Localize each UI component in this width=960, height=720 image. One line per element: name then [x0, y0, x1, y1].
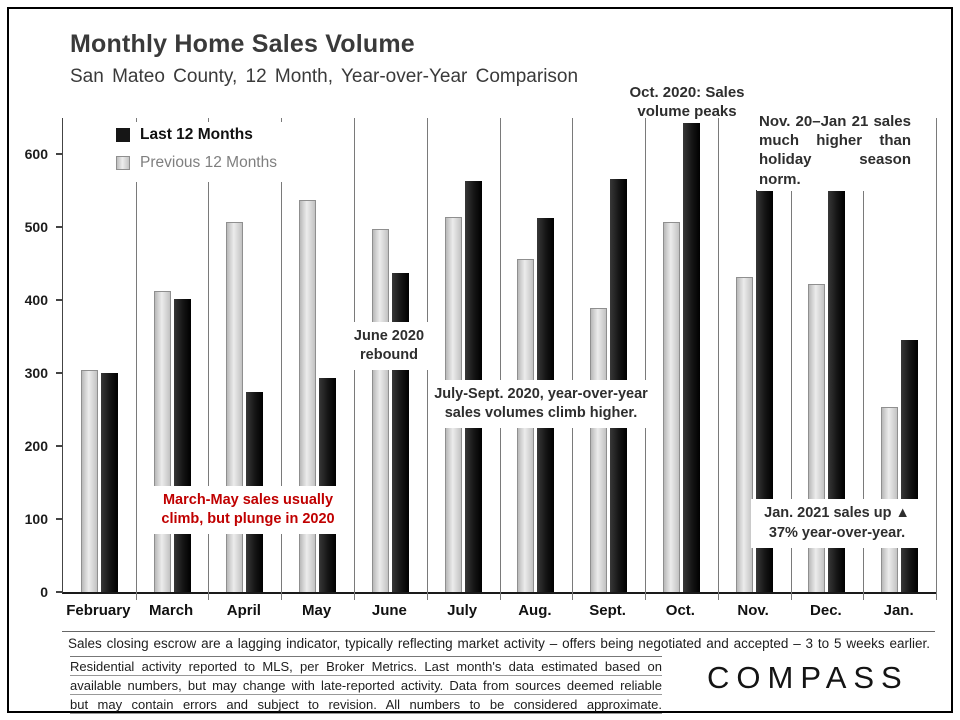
y-tick-label-100: 100 — [24, 511, 48, 528]
footer-note-line: Residential activity reported to MLS, pe… — [70, 659, 662, 676]
category-separator-line — [644, 118, 646, 600]
x-axis-label-april: April — [226, 602, 261, 619]
category-separator-line — [790, 118, 792, 600]
y-tick-mark — [56, 445, 62, 448]
x-axis-label-dec: Dec. — [810, 602, 842, 619]
footer-note-line: but may contain errors and subject to re… — [70, 697, 662, 714]
annotation-nov-jan-sales: Nov. 20–Jan 21 sales much higher than ho… — [757, 110, 913, 191]
footer-divider — [62, 631, 935, 632]
y-tick-label-500: 500 — [24, 219, 48, 236]
category-separator-line — [135, 118, 137, 600]
y-tick-mark — [56, 518, 62, 521]
footer-note-data-sources: Residential activity reported to MLS, pe… — [70, 656, 662, 714]
bar-previous-june — [371, 228, 389, 592]
x-axis-label-may: May — [302, 602, 332, 619]
x-axis-label-march: March — [149, 602, 194, 619]
y-tick-mark — [56, 153, 62, 156]
bar-last-february — [100, 373, 118, 592]
chart-title: Monthly Home Sales Volume — [70, 30, 415, 58]
bar-group-february — [63, 118, 136, 592]
compass-logo: COMPASS — [707, 660, 909, 695]
bar-previous-sept — [590, 307, 608, 592]
y-tick-label-200: 200 — [24, 438, 48, 455]
annotation-july-sept-climb: July-Sept. 2020, year-over-year sales vo… — [428, 380, 654, 428]
category-separator-line — [863, 118, 865, 600]
category-separator-line — [281, 118, 283, 600]
legend-swatch-last-12-months — [116, 128, 130, 142]
annotation-march-may-plunge: March-May sales usually climb, but plung… — [150, 486, 346, 534]
bar-previous-oct — [662, 221, 680, 592]
bar-previous-april — [226, 221, 244, 592]
x-axis-label-sept: Sept. — [589, 602, 626, 619]
category-separator-line — [936, 118, 937, 600]
legend-swatch-previous-12-months — [116, 156, 130, 170]
y-tick-mark — [56, 226, 62, 229]
annotation-june-rebound: June 2020 rebound — [342, 322, 436, 370]
chart-subtitle: San Mateo County, 12 Month, Year-over-Ye… — [70, 66, 579, 87]
bar-last-jan — [901, 339, 919, 592]
bar-previous-nov — [735, 276, 753, 592]
y-tick-mark — [56, 299, 62, 302]
legend-label-last-12-months: Last 12 Months — [140, 126, 253, 143]
y-tick-mark — [56, 591, 62, 593]
y-axis: 0 100 200 300 400 500 600 — [0, 118, 62, 600]
bar-group-aug — [500, 118, 573, 592]
legend-item-last-12-months: Last 12 Months — [116, 126, 277, 144]
category-separator-line — [499, 118, 501, 600]
footer-note-line: available numbers, but may change with l… — [70, 678, 662, 695]
footer-note-lagging-indicator: Sales closing escrow are a lagging indic… — [68, 636, 930, 651]
bar-last-may — [319, 378, 337, 592]
bar-previous-march — [153, 290, 171, 592]
category-separator-line — [572, 118, 574, 600]
x-axis-label-oct: Oct. — [665, 602, 695, 619]
x-axis-label-aug: Aug. — [518, 602, 552, 619]
bar-last-nov — [755, 190, 773, 592]
x-axis-label-nov: Nov. — [737, 602, 769, 619]
category-separator-line — [717, 118, 719, 600]
legend: Last 12 Months Previous 12 Months — [112, 122, 291, 182]
bar-previous-february — [80, 369, 98, 592]
category-separator-line — [208, 118, 210, 600]
annotation-jan-up: Jan. 2021 sales up ▲ 37% year-over-year. — [751, 499, 923, 549]
bar-group-nov — [718, 118, 791, 592]
legend-item-previous-12-months: Previous 12 Months — [116, 154, 277, 172]
y-tick-label-0: 0 — [40, 584, 48, 600]
annotation-oct-peak: Oct. 2020: Sales volume peaks — [629, 84, 745, 120]
bar-group-oct — [645, 118, 718, 592]
x-axis-label-february: February — [66, 602, 131, 619]
bar-group-july — [427, 118, 500, 592]
bar-last-march — [173, 298, 191, 592]
x-axis-label-june: June — [371, 602, 407, 619]
y-tick-label-600: 600 — [24, 146, 48, 163]
x-axis-labels: February March April May June July Aug. Sept. Oc… — [62, 602, 935, 619]
bar-last-dec — [828, 185, 846, 592]
bar-last-oct — [682, 123, 700, 592]
y-tick-label-300: 300 — [24, 365, 48, 382]
y-tick-mark — [56, 372, 62, 375]
legend-label-previous-12-months: Previous 12 Months — [140, 154, 277, 171]
y-tick-label-400: 400 — [24, 292, 48, 309]
x-axis-label-july: July — [447, 602, 478, 619]
x-axis-label-jan: Jan. — [883, 602, 914, 619]
bar-group-sept — [572, 118, 645, 592]
